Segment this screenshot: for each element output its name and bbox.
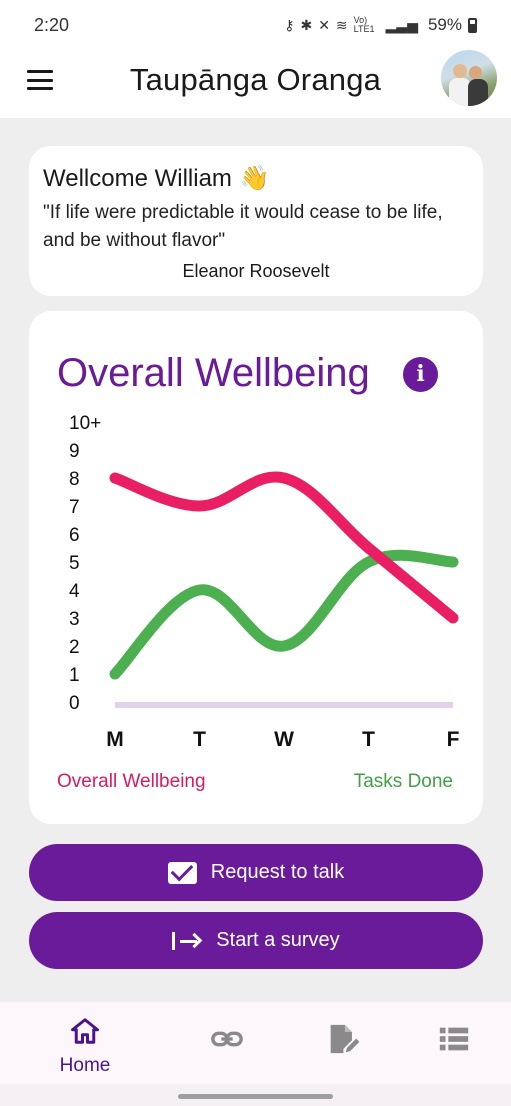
y-tick-label: 4 xyxy=(69,581,80,602)
welcome-title-text: Wellcome William xyxy=(43,164,232,192)
nav-item-home[interactable]: Home xyxy=(45,1016,125,1077)
wellbeing-chart-card: Overall Wellbeing i 0 1 2 3 4 5 6 7 8 9 10+ M T W T F O… xyxy=(29,311,483,824)
welcome-heading: Wellcome William 👋 xyxy=(43,164,469,193)
bottom-navigation: Home xyxy=(0,1002,511,1084)
signal-icon: ▂▃▅ xyxy=(385,16,418,33)
mute-icon: ✕ xyxy=(318,16,330,33)
gesture-handle[interactable] xyxy=(178,1094,333,1099)
quote-author: Eleanor Roosevelt xyxy=(182,261,330,281)
mail-icon xyxy=(167,861,197,884)
nav-item-survey[interactable] xyxy=(302,1016,382,1061)
y-tick-label: 8 xyxy=(69,469,80,490)
y-tick-label: 7 xyxy=(69,497,80,518)
battery-percent: 59% xyxy=(427,15,462,34)
y-tick-label: 6 xyxy=(69,525,80,546)
list-icon xyxy=(439,1027,469,1051)
legend-overall-wellbeing: Overall Wellbeing xyxy=(57,771,206,792)
x-tick-label: T xyxy=(193,728,206,751)
nav-item-list[interactable] xyxy=(414,1016,494,1061)
edit-document-icon xyxy=(330,1024,362,1055)
x-tick-label: M xyxy=(106,728,124,751)
y-tick-label: 3 xyxy=(69,609,80,630)
link-icon xyxy=(211,1031,243,1047)
key-icon: ⚷ xyxy=(284,16,295,33)
lte-indicator: Vo) LTE1 xyxy=(353,15,375,34)
request-to-talk-button[interactable]: Request to talk xyxy=(29,844,483,901)
x-tick-label: W xyxy=(274,728,294,751)
series-line-overall-wellbeing xyxy=(109,471,459,624)
status-time: 2:20 xyxy=(34,14,70,35)
welcome-card: Wellcome William 👋 "If life were predict… xyxy=(29,146,483,296)
nav-home-label: Home xyxy=(59,1055,111,1076)
status-icons: ⚷ ✱ ✕ ≋ Vo) LTE1 ▂▃▅ 59% xyxy=(284,15,477,35)
legend-tasks-done: Tasks Done xyxy=(353,771,453,792)
login-arrow-icon xyxy=(172,931,203,951)
request-to-talk-label: Request to talk xyxy=(210,861,345,883)
chart-title: Overall Wellbeing xyxy=(57,351,370,395)
avatar[interactable] xyxy=(441,50,497,106)
bluetooth-icon: ✱ xyxy=(300,16,313,33)
wifi-icon: ≋ xyxy=(335,16,348,33)
app-bar: Taupānga Oranga xyxy=(0,50,511,118)
app-title: Taupānga Oranga xyxy=(129,62,382,97)
start-survey-label: Start a survey xyxy=(216,929,340,951)
x-tick-label: F xyxy=(447,728,460,751)
y-tick-label: 2 xyxy=(69,637,80,658)
y-tick-label: 1 xyxy=(69,665,80,686)
start-survey-button[interactable]: Start a survey xyxy=(29,912,483,969)
home-icon xyxy=(71,1018,99,1044)
y-tick-label: 10+ xyxy=(69,413,101,434)
info-icon[interactable]: i xyxy=(403,357,438,392)
series-line-tasks-done xyxy=(109,549,459,680)
nav-item-links[interactable] xyxy=(187,1016,267,1061)
y-tick-label: 5 xyxy=(69,553,80,574)
battery-icon xyxy=(468,17,477,33)
hamburger-menu-icon[interactable] xyxy=(27,70,53,90)
waving-hand-icon: 👋 xyxy=(239,165,270,192)
wellbeing-line-chart: 0 1 2 3 4 5 6 7 8 9 10+ M T W T F xyxy=(69,413,460,751)
status-bar: 2:20 ⚷ ✱ ✕ ≋ Vo) LTE1 ▂▃▅ 59% xyxy=(0,0,511,50)
y-tick-label: 9 xyxy=(69,441,80,462)
y-tick-label: 0 xyxy=(69,693,80,714)
quote-text: "If life were predictable it would cease… xyxy=(43,202,443,251)
x-tick-label: T xyxy=(362,728,375,751)
